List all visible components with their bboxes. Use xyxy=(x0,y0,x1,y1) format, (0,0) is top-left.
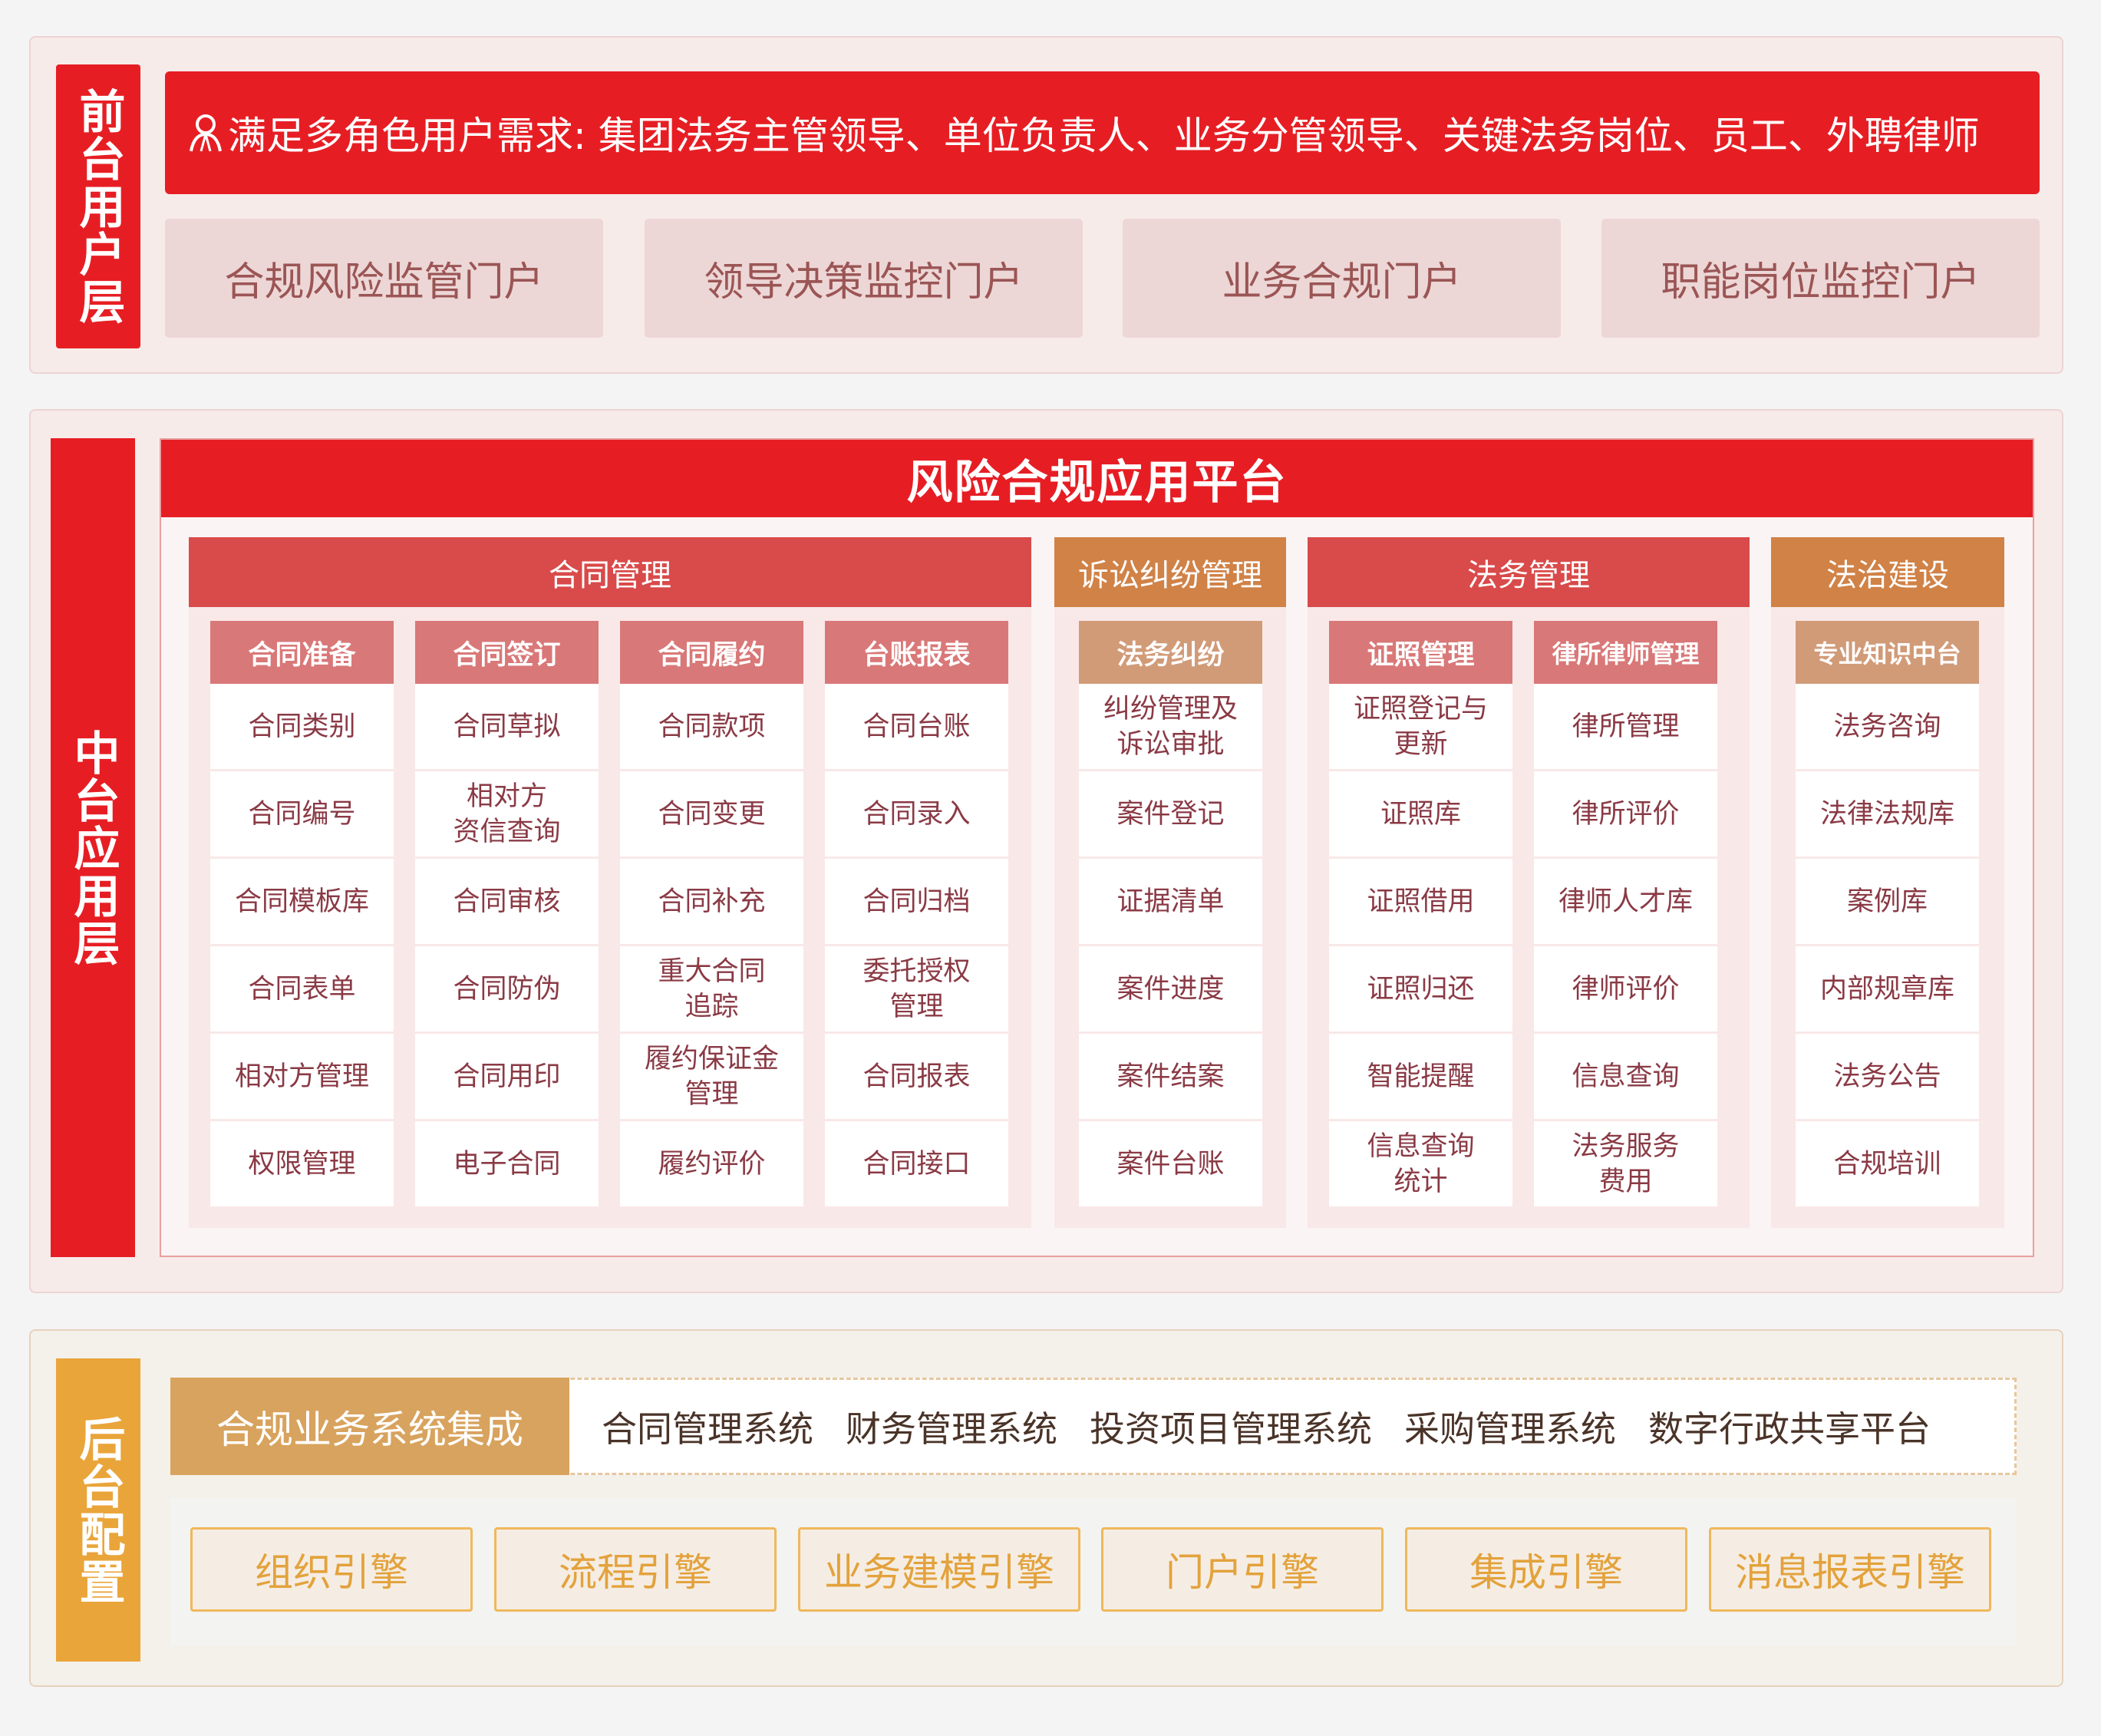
module-item[interactable]: 案件台账 xyxy=(1079,1121,1262,1206)
module-item[interactable]: 律所评价 xyxy=(1534,771,1717,856)
engine-box[interactable]: 门户引擎 xyxy=(1101,1527,1384,1612)
module-item[interactable]: 法律法规库 xyxy=(1796,771,1979,856)
module-item[interactable]: 合规培训 xyxy=(1796,1121,1979,1206)
module-item[interactable]: 重大合同 追踪 xyxy=(620,946,803,1031)
module-item[interactable]: 委托授权 管理 xyxy=(825,946,1008,1031)
module-column-title: 专业知识中台 xyxy=(1796,621,1979,684)
module-item[interactable]: 合同草拟 xyxy=(415,684,599,769)
module-item[interactable]: 合同录入 xyxy=(825,771,1008,856)
module-item[interactable]: 案件结案 xyxy=(1079,1034,1262,1119)
module-column: 专业知识中台 法务咨询 法律法规库 案例库 内部规章库 法务公告 合规培训 xyxy=(1796,621,1979,1209)
engine-box[interactable]: 业务建模引擎 xyxy=(798,1527,1080,1612)
module-item[interactable]: 证照借用 xyxy=(1329,859,1512,944)
risk-compliance-platform: 风险合规应用平台 合同管理合同准备 合同类别 合同编号 合同模板库 合同表单 相对方管理权… xyxy=(160,438,2034,1257)
module-item[interactable]: 合同款项 xyxy=(620,684,803,769)
integrated-system[interactable]: 合同管理系统 xyxy=(602,1408,813,1450)
module-column-title: 合同签订 xyxy=(415,621,599,684)
platform-title: 风险合规应用平台 xyxy=(161,440,2033,517)
banner-text: 满足多角色用户需求: 集团法务主管领导、单位负责人、业务分管领导、关键法务岗位、… xyxy=(228,114,1980,158)
module-item[interactable]: 内部规章库 xyxy=(1796,946,1979,1031)
module-group-title: 法务管理 xyxy=(1308,537,1750,607)
front-layer-label: 前台用户层 xyxy=(56,64,140,348)
module-item[interactable]: 合同补充 xyxy=(620,859,803,944)
module-column-title: 合同履约 xyxy=(620,621,803,684)
back-layer-label: 后台配置 xyxy=(56,1358,140,1662)
middle-layer-label: 中台应用层 xyxy=(51,438,135,1257)
engine-box[interactable]: 消息报表引擎 xyxy=(1709,1527,1991,1612)
module-item[interactable]: 合同防伪 xyxy=(415,946,599,1031)
module-column: 合同签订 合同草拟 相对方 资信查询 合同审核 合同防伪 合同用印 电子合同 xyxy=(415,621,599,1209)
module-item[interactable]: 合同报表 xyxy=(825,1034,1008,1119)
engine-box[interactable]: 集成引擎 xyxy=(1405,1527,1687,1612)
module-group: 诉讼纠纷管理法务纠纷 纠纷管理及 诉讼审批 案件登记 证据清单 案件进度 案件结案 案件台账 xyxy=(1054,537,1286,1228)
module-item[interactable]: 合同接口 xyxy=(825,1121,1008,1206)
module-item[interactable]: 律师评价 xyxy=(1534,946,1717,1031)
module-column-title: 合同准备 xyxy=(210,621,394,684)
module-item[interactable]: 合同审核 xyxy=(415,859,599,944)
user-icon xyxy=(190,114,222,152)
system-integration-row: 合规业务系统集成 合同管理系统 财务管理系统 投资项目管理系统 采购管理系统 数字行政共… xyxy=(170,1378,2017,1475)
module-item[interactable]: 合同变更 xyxy=(620,771,803,856)
module-column: 合同准备 合同类别 合同编号 合同模板库 合同表单 相对方管理 权限管理 xyxy=(210,621,394,1209)
module-column: 律所律师管理 律所管理 律所评价 律师人才库 律师评价 信息查询 法务服务 费用 xyxy=(1534,621,1717,1209)
portal-compliance-risk[interactable]: 合规风险监管门户 xyxy=(165,219,603,338)
module-item[interactable]: 法务公告 xyxy=(1796,1034,1979,1119)
module-item[interactable]: 案件登记 xyxy=(1079,771,1262,856)
integrated-system[interactable]: 财务管理系统 xyxy=(846,1408,1057,1450)
module-group-title: 合同管理 xyxy=(189,537,1031,607)
module-item[interactable]: 相对方管理 xyxy=(210,1034,394,1119)
module-column: 证照管理 证照登记与 更新 证照库 证照借用 证照归还 智能提醒 信息查询 统计 xyxy=(1329,621,1512,1209)
module-item[interactable]: 合同编号 xyxy=(210,771,394,856)
module-group-title: 诉讼纠纷管理 xyxy=(1054,537,1286,607)
module-group: 法治建设专业知识中台 法务咨询 法律法规库 案例库 内部规章库 法务公告 合规培训 xyxy=(1771,537,2004,1228)
integrated-system[interactable]: 数字行政共享平台 xyxy=(1648,1408,1931,1450)
module-item[interactable]: 信息查询 xyxy=(1534,1034,1717,1119)
integrated-system[interactable]: 投资项目管理系统 xyxy=(1090,1408,1372,1450)
module-column: 合同履约 合同款项 合同变更 合同补充 重大合同 追踪 履约保证金 管理 履约评价 xyxy=(620,621,803,1209)
module-item[interactable]: 合同表单 xyxy=(210,946,394,1031)
module-item[interactable]: 相对方 资信查询 xyxy=(415,771,599,856)
module-item[interactable]: 电子合同 xyxy=(415,1121,599,1206)
module-item[interactable]: 案件进度 xyxy=(1079,946,1262,1031)
module-group: 法务管理 证照管理 证照登记与 更新 证照库 证照借用 证照归还 智能提醒 信息查询 统计 律所… xyxy=(1308,537,1750,1228)
module-item[interactable]: 律所管理 xyxy=(1534,684,1717,769)
module-item[interactable]: 法务咨询 xyxy=(1796,684,1979,769)
module-item[interactable]: 权限管理 xyxy=(210,1121,394,1206)
module-item[interactable]: 合同类别 xyxy=(210,684,394,769)
module-column: 法务纠纷 纠纷管理及 诉讼审批 案件登记 证据清单 案件进度 案件结案 案件台账 xyxy=(1079,621,1262,1209)
portal-business-compliance[interactable]: 业务合规门户 xyxy=(1123,219,1561,338)
module-item[interactable]: 律师人才库 xyxy=(1534,859,1717,944)
module-item[interactable]: 履约保证金 管理 xyxy=(620,1034,803,1119)
module-item[interactable]: 证照登记与 更新 xyxy=(1329,684,1512,769)
integration-label: 合规业务系统集成 xyxy=(170,1378,569,1475)
module-column-title: 律所律师管理 xyxy=(1534,621,1717,684)
module-column-title: 法务纠纷 xyxy=(1079,621,1262,684)
module-item[interactable]: 合同台账 xyxy=(825,684,1008,769)
integrated-system[interactable]: 采购管理系统 xyxy=(1404,1408,1616,1450)
portal-function-monitoring[interactable]: 职能岗位监控门户 xyxy=(1601,219,2040,338)
module-item[interactable]: 纠纷管理及 诉讼审批 xyxy=(1079,684,1262,769)
portal-leadership-decision[interactable]: 领导决策监控门户 xyxy=(645,219,1083,338)
module-item[interactable]: 智能提醒 xyxy=(1329,1034,1512,1119)
module-column-title: 证照管理 xyxy=(1329,621,1512,684)
module-item[interactable]: 证据清单 xyxy=(1079,859,1262,944)
module-item[interactable]: 履约评价 xyxy=(620,1121,803,1206)
module-column: 台账报表 合同台账 合同录入 合同归档 委托授权 管理 合同报表 合同接口 xyxy=(825,621,1008,1209)
module-item[interactable]: 证照归还 xyxy=(1329,946,1512,1031)
module-item[interactable]: 案例库 xyxy=(1796,859,1979,944)
engine-box[interactable]: 组织引擎 xyxy=(190,1527,473,1612)
module-item[interactable]: 合同归档 xyxy=(825,859,1008,944)
user-roles-banner: 满足多角色用户需求: 集团法务主管领导、单位负责人、业务分管领导、关键法务岗位、… xyxy=(165,71,2040,194)
module-item[interactable]: 法务服务 费用 xyxy=(1534,1121,1717,1206)
engine-box[interactable]: 流程引擎 xyxy=(494,1527,777,1612)
module-item[interactable]: 合同模板库 xyxy=(210,859,394,944)
module-item[interactable]: 证照库 xyxy=(1329,771,1512,856)
module-item[interactable]: 信息查询 统计 xyxy=(1329,1121,1512,1206)
module-group-title: 法治建设 xyxy=(1771,537,2004,607)
module-item[interactable]: 合同用印 xyxy=(415,1034,599,1119)
module-column-title: 台账报表 xyxy=(825,621,1008,684)
module-group: 合同管理 合同准备 合同类别 合同编号 合同模板库 合同表单 相对方管理 权限管理 合同签订 合同… xyxy=(189,537,1031,1228)
